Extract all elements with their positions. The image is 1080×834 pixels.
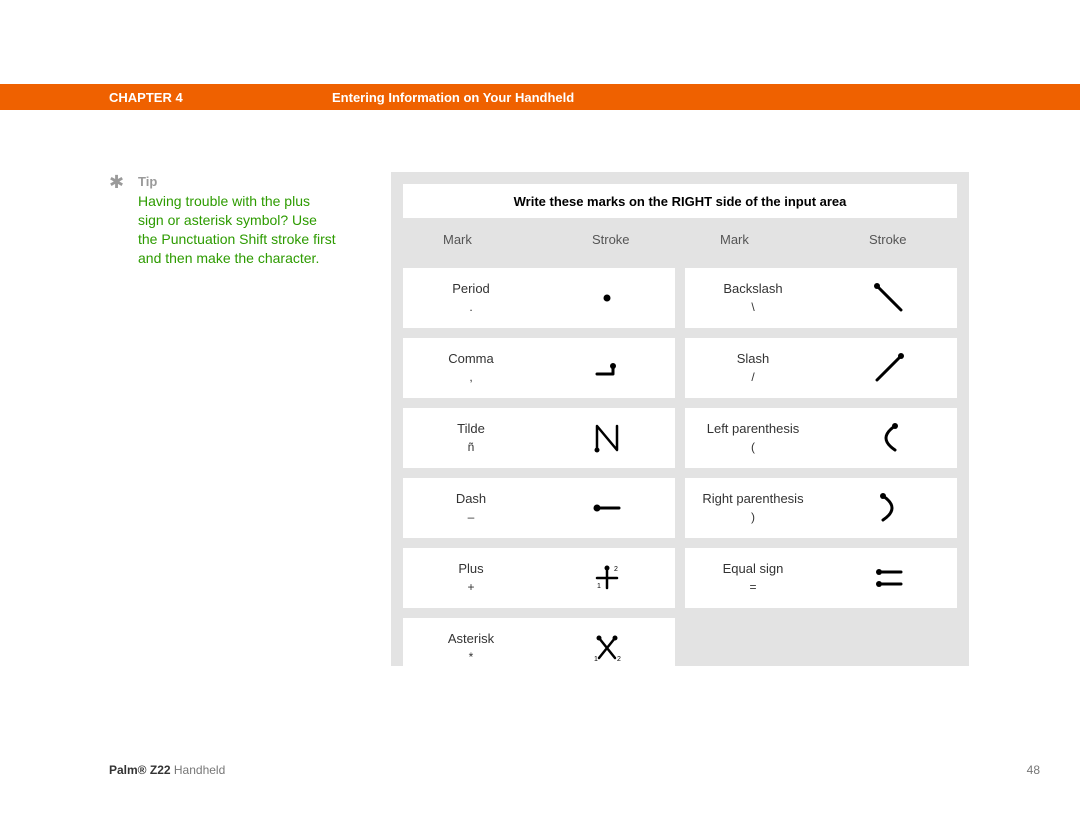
mark-label: Equal sign= xyxy=(685,561,821,594)
mark-symbol: . xyxy=(403,300,539,315)
table-row: Comma, Slash/ xyxy=(403,338,957,398)
svg-text:2: 2 xyxy=(617,656,621,663)
tip-asterisk-icon: ✱ xyxy=(109,172,124,193)
stroke-cell-asterisk: Asterisk* 12 xyxy=(403,618,675,678)
mark-label: Slash/ xyxy=(685,351,821,384)
stroke-glyph-tilde xyxy=(539,418,675,458)
mark-label: Dash– xyxy=(403,491,539,524)
mark-label: Plus+ xyxy=(403,561,539,594)
page-footer: Palm® Z22 Handheld 48 xyxy=(109,760,1040,780)
mark-label: Comma, xyxy=(403,351,539,384)
table-row: Dash– Right parenthesis) xyxy=(403,478,957,538)
chapter-topic: Entering Information on Your Handheld xyxy=(332,90,574,105)
stroke-glyph-slash xyxy=(821,348,957,388)
footer-device: Palm® Z22 Handheld xyxy=(109,763,225,777)
svg-text:1: 1 xyxy=(597,583,601,590)
stroke-cell-rightparen: Right parenthesis) xyxy=(685,478,957,538)
table-row: Period. Backslash\ xyxy=(403,268,957,328)
stroke-cell-period: Period. xyxy=(403,268,675,328)
col-mark-right: Mark xyxy=(680,232,819,258)
mark-symbol: \ xyxy=(685,300,821,315)
stroke-cell-slash: Slash/ xyxy=(685,338,957,398)
mark-symbol: / xyxy=(685,370,821,385)
chapter-bar: CHAPTER 4 Entering Information on Your H… xyxy=(0,84,1080,110)
stroke-cell-equal: Equal sign= xyxy=(685,548,957,608)
stroke-glyph-comma xyxy=(539,348,675,388)
mark-label: Tildeñ xyxy=(403,421,539,454)
mark-symbol: = xyxy=(685,580,821,595)
mark-label: Right parenthesis) xyxy=(685,491,821,524)
stroke-cell-leftparen: Left parenthesis( xyxy=(685,408,957,468)
stroke-glyph-leftparen xyxy=(821,418,957,458)
rows-container: Period. Backslash\ Comma, Slash/ Tildeñ … xyxy=(403,268,957,688)
svg-text:2: 2 xyxy=(614,566,618,573)
mark-symbol: ñ xyxy=(403,440,539,455)
stroke-glyph-dash xyxy=(539,488,675,528)
mark-label: Backslash\ xyxy=(685,281,821,314)
mark-symbol: ) xyxy=(685,510,821,525)
col-stroke-left: Stroke xyxy=(542,232,681,258)
mark-symbol: * xyxy=(403,650,539,665)
stroke-cell-tilde: Tildeñ xyxy=(403,408,675,468)
mark-label: Asterisk* xyxy=(403,631,539,664)
tip-label: Tip xyxy=(138,174,157,189)
mark-label: Left parenthesis( xyxy=(685,421,821,454)
stroke-panel: Write these marks on the RIGHT side of t… xyxy=(391,172,969,666)
chapter-label: CHAPTER 4 xyxy=(109,90,183,105)
empty-cell xyxy=(685,618,957,678)
stroke-cell-dash: Dash– xyxy=(403,478,675,538)
stroke-glyph-equal xyxy=(821,558,957,598)
stroke-glyph-plus: 12 xyxy=(539,558,675,598)
footer-page-number: 48 xyxy=(1027,763,1040,777)
mark-symbol: + xyxy=(403,580,539,595)
stroke-cell-backslash: Backslash\ xyxy=(685,268,957,328)
footer-device-bold: Palm® Z22 xyxy=(109,763,171,777)
column-headers: Mark Stroke Mark Stroke xyxy=(403,232,957,258)
page-root: CHAPTER 4 Entering Information on Your H… xyxy=(0,0,1080,834)
mark-symbol: ( xyxy=(685,440,821,455)
table-row: Tildeñ Left parenthesis( xyxy=(403,408,957,468)
mark-label: Period. xyxy=(403,281,539,314)
table-row: Plus+ 12 Equal sign= xyxy=(403,548,957,608)
mark-symbol: , xyxy=(403,370,539,385)
table-row: Asterisk* 12 xyxy=(403,618,957,678)
tip-text: Having trouble with the plus sign or ast… xyxy=(138,192,338,268)
stroke-glyph-rightparen xyxy=(821,488,957,528)
footer-device-rest: Handheld xyxy=(171,763,226,777)
stroke-cell-plus: Plus+ 12 xyxy=(403,548,675,608)
mark-symbol: – xyxy=(403,510,539,525)
stroke-glyph-asterisk: 12 xyxy=(539,628,675,668)
svg-text:1: 1 xyxy=(594,656,598,663)
col-stroke-right: Stroke xyxy=(819,232,958,258)
col-mark-left: Mark xyxy=(403,232,542,258)
stroke-glyph-backslash xyxy=(821,278,957,318)
stroke-cell-comma: Comma, xyxy=(403,338,675,398)
stroke-glyph-period xyxy=(539,278,675,318)
panel-title: Write these marks on the RIGHT side of t… xyxy=(403,184,957,218)
